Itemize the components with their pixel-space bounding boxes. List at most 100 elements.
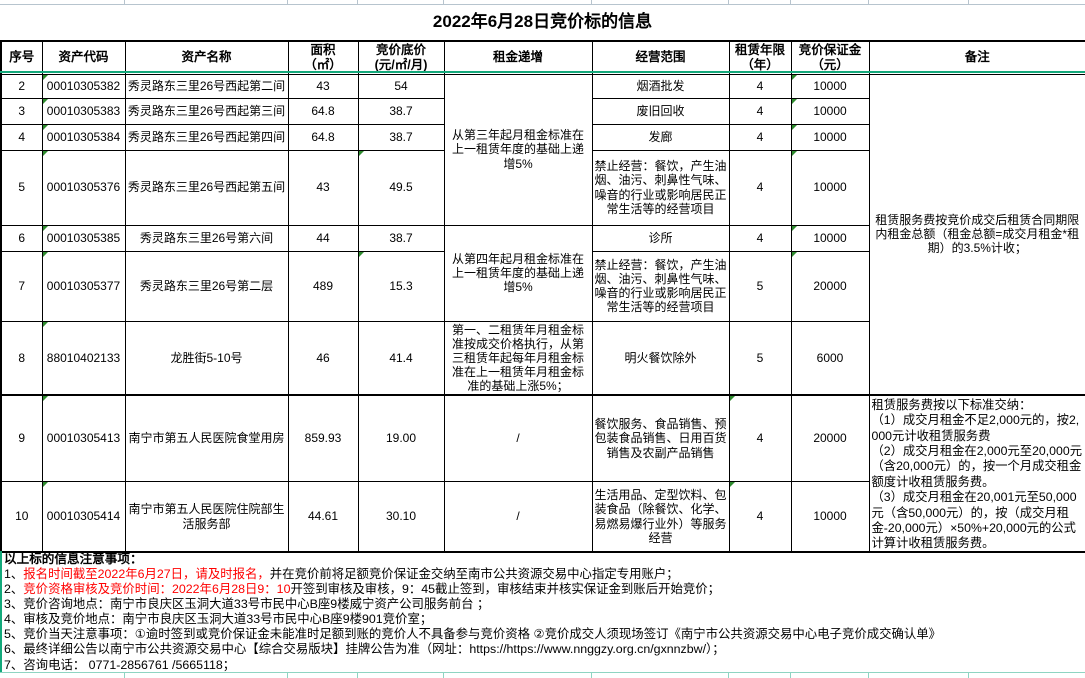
cell-r7-name: 秀灵路东三里26号第二层 (124, 250, 289, 322)
note-line: 1、报名时间截至2022年6月27日，请及时报名，并在竞价前将足额竞价保证金交纳… (4, 567, 1082, 582)
cell-flag-triangle-icon (792, 151, 797, 156)
grid-line (357, 0, 358, 4)
cell-r2-years: 4 (728, 73, 792, 99)
cell-r5-area: 43 (287, 149, 359, 226)
cell-r8-name: 龙胜街5-10号 (124, 320, 289, 396)
note-segment: 2、 (4, 582, 24, 597)
column-header-increase: 租金递增 (443, 40, 593, 75)
cell-text: 租赁服务费按以下标准交纳： （1）成交月租金不足2,000元的，按2,000元计… (871, 397, 1083, 550)
note-segment: 3、竞价咨询地点：南宁市良庆区玉洞大道33号市民中心B座9楼威宁资产公司服务前台… (4, 597, 490, 612)
cell-flag-triangle-icon (43, 397, 48, 402)
table-row: 9 00010305413 南宁市第五人民医院食堂用房 859.93 19.00 / 餐饮服… (0, 394, 1085, 553)
cell-flag-triangle-icon (359, 151, 364, 156)
grid-line (968, 673, 969, 678)
bottom-grid-remnant (0, 672, 1085, 678)
note-segment: 并在竞价前将足额竞价保证金交纳至南市公共资源交易中心指定专用账户； (269, 567, 679, 581)
cell-r6-scope: 诊所 (591, 224, 730, 252)
cell-text: 4 (756, 78, 764, 93)
cell-r4-area: 64.8 (287, 123, 359, 151)
grid-line (868, 0, 869, 4)
cell-text: 秀灵路东三里26号西起第二间 (127, 78, 286, 93)
cell-text: 43 (316, 180, 330, 195)
note-segment: 6、最终详细公告以南宁市公共资源交易中心【综合交易版块】挂牌公告为准（网址：ht… (4, 642, 725, 657)
grid-line (790, 0, 791, 4)
cell-r9-increase: / (443, 394, 593, 482)
note-line: 2、竞价资格审核及竞价时间：2022年6月28日9：10开签到审核及审核，9：4… (4, 582, 1082, 597)
column-header-remark: 备注 (868, 40, 1085, 75)
cell-text: 6 (18, 230, 26, 245)
grid-line (868, 673, 869, 678)
cell-text: 6000 (816, 350, 844, 365)
note-line: 6、最终详细公告以南宁市公共资源交易中心【综合交易版块】挂牌公告为准（网址：ht… (4, 642, 1082, 657)
cell-text: 00010305385 (46, 230, 121, 245)
column-header-name: 资产名称 (124, 40, 289, 75)
cell-text: 38.7 (389, 103, 413, 118)
cell-r6-area: 44 (287, 224, 359, 252)
cell-flag-triangle-icon (43, 322, 48, 327)
cell-r3-price: 38.7 (357, 97, 445, 125)
cell-r9-name: 南宁市第五人民医院食堂用房 (124, 394, 289, 482)
note-segment: 1、 (4, 567, 24, 581)
cell-text: 30.10 (385, 509, 417, 524)
cell-r7-price: 15.3 (357, 250, 445, 322)
cell-r4-no: 4 (0, 123, 43, 151)
cell-text: 秀灵路东三里26号第六间 (139, 230, 274, 245)
note-line: 5、竞价当天注意事项：①逾时签到或竞价保证金未能准时足额到账的竞价人不具备参与竞… (4, 627, 1082, 642)
cell-r6-deposit: 10000 (790, 224, 870, 252)
column-header-price: 竞价底价 (元/㎡/月) (357, 40, 445, 75)
cell-r10-years: 4 (728, 480, 792, 553)
cell-text: 64.8 (311, 103, 335, 118)
cell-text: 41.4 (389, 350, 413, 365)
cell-r3-name: 秀灵路东三里26号西起第三间 (124, 97, 289, 125)
cell-text: 5 (756, 350, 764, 365)
cell-r6-name: 秀灵路东三里26号第六间 (124, 224, 289, 252)
cell-r10-deposit: 10000 (790, 480, 870, 553)
notes-list: 1、报名时间截至2022年6月27日，请及时报名，并在竞价前将足额竞价保证金交纳… (4, 567, 1082, 673)
header-row: 序号 资产代码 资产名称 面积 （㎡） 竞价底价 (元/㎡/月) 租金递增 经营范围 租赁年限… (0, 40, 1085, 75)
bid-table: 序号 资产代码 资产名称 面积 （㎡） 竞价底价 (元/㎡/月) 租金递增 经营范围 租赁年限… (0, 40, 1085, 554)
cell-r4-scope: 发廊 (591, 123, 730, 151)
cell-text: 4 (756, 103, 764, 118)
cell-r10-no: 10 (0, 480, 43, 553)
column-header-years: 租赁年限 （年） (728, 40, 792, 75)
cell-r9-scope: 餐饮服务、食品销售、预包装食品销售、日用百货销售及农副产品销售 (591, 394, 730, 482)
cell-text: 00010305376 (46, 180, 121, 195)
note-segment: 开签到审核及审核，9：45截止签到，审核结束并核实保证金到账后开始竞价； (290, 582, 721, 597)
top-grid-remnant (0, 0, 1085, 5)
cell-text: 3 (18, 103, 26, 118)
grid-line (357, 673, 358, 678)
freeze-pane-line (0, 71, 1085, 73)
cell-r3-code: 00010305383 (41, 97, 126, 125)
cell-flag-triangle-icon (43, 75, 48, 80)
cell-text: 00010305383 (46, 103, 121, 118)
cell-flag-triangle-icon (43, 252, 48, 257)
cell-text: 秀灵路东三里26号第二层 (139, 278, 274, 293)
cell-r8-area: 46 (287, 320, 359, 396)
cell-text: 49.5 (389, 180, 413, 195)
note-line: 7、咨询电话： 0771-2856761 /5665118； (4, 658, 1082, 673)
cell-r9-area: 859.93 (287, 394, 359, 482)
cell-flag-triangle-icon (730, 482, 735, 487)
cell-text: 南宁市第五人民医院食堂用房 (128, 431, 285, 446)
cell-text: 10000 (813, 230, 847, 245)
grid-line (287, 673, 288, 678)
cell-text: 44 (316, 230, 330, 245)
cell-text: 5 (756, 278, 764, 293)
column-header-no: 序号 (0, 40, 43, 75)
cell-text: 9 (18, 431, 26, 446)
cell-text: 禁止经营：餐饮，产生油烟、油污、刺鼻性气味、噪音的行业或影响居民正常生活等的经营… (594, 159, 727, 216)
cell-text: 租赁服务费按竞价成交后租赁合同期限内租金总额（租金总额=成交月租金*租期）的3.… (875, 213, 1080, 256)
note-line: 3、竞价咨询地点：南宁市良庆区玉洞大道33号市民中心B座9楼威宁资产公司服务前台… (4, 597, 1082, 612)
cell-r9-years: 4 (728, 394, 792, 482)
table-row: 10 00010305414 南宁市第五人民医院住院部生活服务部 44.61 30.10… (0, 480, 1085, 553)
cell-text: 10000 (813, 129, 847, 144)
cell-r2-price: 54 (357, 73, 445, 99)
cell-text: 2 (18, 78, 26, 93)
cell-flag-triangle-icon (792, 226, 797, 231)
cell-r10-scope: 生活用品、定型饮料、包装食品（除餐饮、化学、易燃易爆行业外）等服务经营 (591, 480, 730, 553)
cell-r7-deposit: 20000 (790, 250, 870, 322)
cell-r4-years: 4 (728, 123, 792, 151)
cell-r3-deposit: 10000 (790, 97, 870, 125)
grid-line (124, 0, 125, 4)
cell-r3-no: 3 (0, 97, 43, 125)
